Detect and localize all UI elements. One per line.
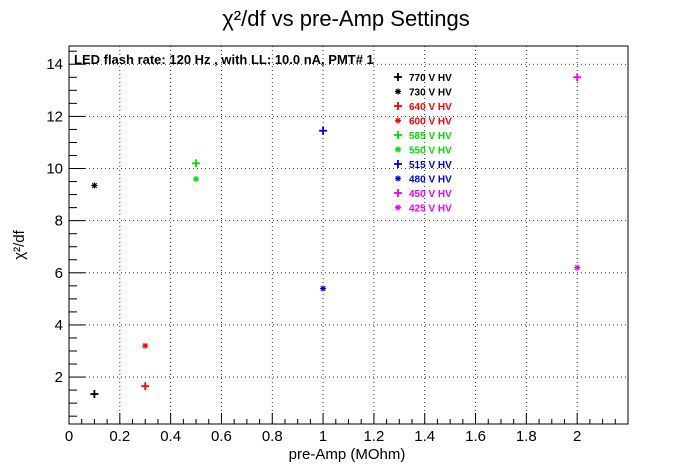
marker-stroke bbox=[395, 146, 401, 153]
y-tick-label: 4 bbox=[55, 317, 63, 334]
x-tick-label: 0.6 bbox=[211, 428, 232, 445]
legend: 770 V HV 730 V HV 640 V HV 600 V HV 585 V HV… bbox=[394, 73, 452, 215]
legend-label: 640 V HV bbox=[409, 102, 452, 113]
axis-ticks bbox=[68, 50, 616, 424]
marker-stroke bbox=[91, 182, 98, 189]
x-tick-label: 1.4 bbox=[414, 428, 435, 445]
data-point bbox=[142, 342, 149, 349]
marker-stroke bbox=[395, 204, 401, 211]
data-point bbox=[193, 175, 200, 182]
y-tick-label: 12 bbox=[46, 108, 63, 125]
x-tick-label: 2 bbox=[573, 428, 581, 445]
legend-marker bbox=[394, 189, 402, 197]
x-axis-title: pre-Amp (MOhm) bbox=[289, 446, 406, 463]
x-tick-label: 0.4 bbox=[160, 428, 181, 445]
axis-tick-labels: 0 0.2 0.4 0.6 0.8 1 1.2 1.4 1.6 1.8 2 2 4 6 8 10 12 14 bbox=[46, 56, 581, 445]
data-points bbox=[90, 73, 582, 399]
legend-label: 585 V HV bbox=[409, 131, 452, 142]
x-tick-label: 0 bbox=[65, 428, 73, 445]
y-tick-label: 2 bbox=[55, 369, 63, 386]
legend-label: 515 V HV bbox=[409, 160, 452, 171]
chart-annotation: LED flash rate: 120 Hz , with LL: 10.0 n… bbox=[74, 52, 374, 67]
y-tick-label: 8 bbox=[55, 213, 63, 230]
legend-label: 730 V HV bbox=[409, 88, 452, 99]
data-point bbox=[90, 390, 99, 399]
legend-marker bbox=[395, 175, 401, 182]
data-point bbox=[319, 126, 328, 135]
legend-marker bbox=[395, 146, 401, 153]
marker-stroke bbox=[395, 175, 401, 182]
marker-stroke bbox=[142, 343, 148, 349]
y-tick-label: 14 bbox=[46, 56, 63, 73]
legend-label: 480 V HV bbox=[409, 175, 452, 186]
y-tick-label: 10 bbox=[46, 161, 63, 178]
marker-stroke bbox=[395, 88, 401, 95]
x-tick-label: 1.6 bbox=[465, 428, 486, 445]
x-tick-label: 1.8 bbox=[516, 428, 537, 445]
data-point bbox=[192, 159, 201, 168]
legend-marker bbox=[395, 88, 401, 95]
marker-stroke bbox=[193, 176, 199, 182]
legend-label: 550 V HV bbox=[409, 146, 452, 157]
marker-stroke bbox=[574, 264, 580, 271]
marker-stroke bbox=[395, 117, 401, 124]
x-tick-label: 1.2 bbox=[363, 428, 384, 445]
legend-marker bbox=[395, 204, 401, 211]
marker-stroke bbox=[320, 285, 326, 292]
legend-label: 425 V HV bbox=[409, 204, 452, 215]
legend-marker bbox=[395, 117, 401, 124]
data-point bbox=[141, 382, 150, 391]
x-tick-label: 0.8 bbox=[262, 428, 283, 445]
x-tick-label: 1 bbox=[319, 428, 327, 445]
data-point bbox=[573, 73, 582, 82]
chart-title: χ²/df vs pre-Amp Settings bbox=[222, 6, 470, 31]
legend-marker bbox=[394, 102, 402, 110]
y-tick-label: 6 bbox=[55, 265, 63, 282]
legend-marker bbox=[394, 160, 402, 168]
x-tick-label: 0.2 bbox=[109, 428, 130, 445]
legend-label: 450 V HV bbox=[409, 189, 452, 200]
legend-label: 600 V HV bbox=[409, 117, 452, 128]
data-point bbox=[574, 264, 581, 271]
legend-marker bbox=[394, 131, 402, 139]
y-axis-title: χ²/df bbox=[11, 229, 28, 259]
legend-label: 770 V HV bbox=[409, 73, 452, 84]
data-point bbox=[320, 285, 327, 292]
data-point bbox=[91, 182, 98, 189]
legend-marker bbox=[394, 73, 402, 81]
